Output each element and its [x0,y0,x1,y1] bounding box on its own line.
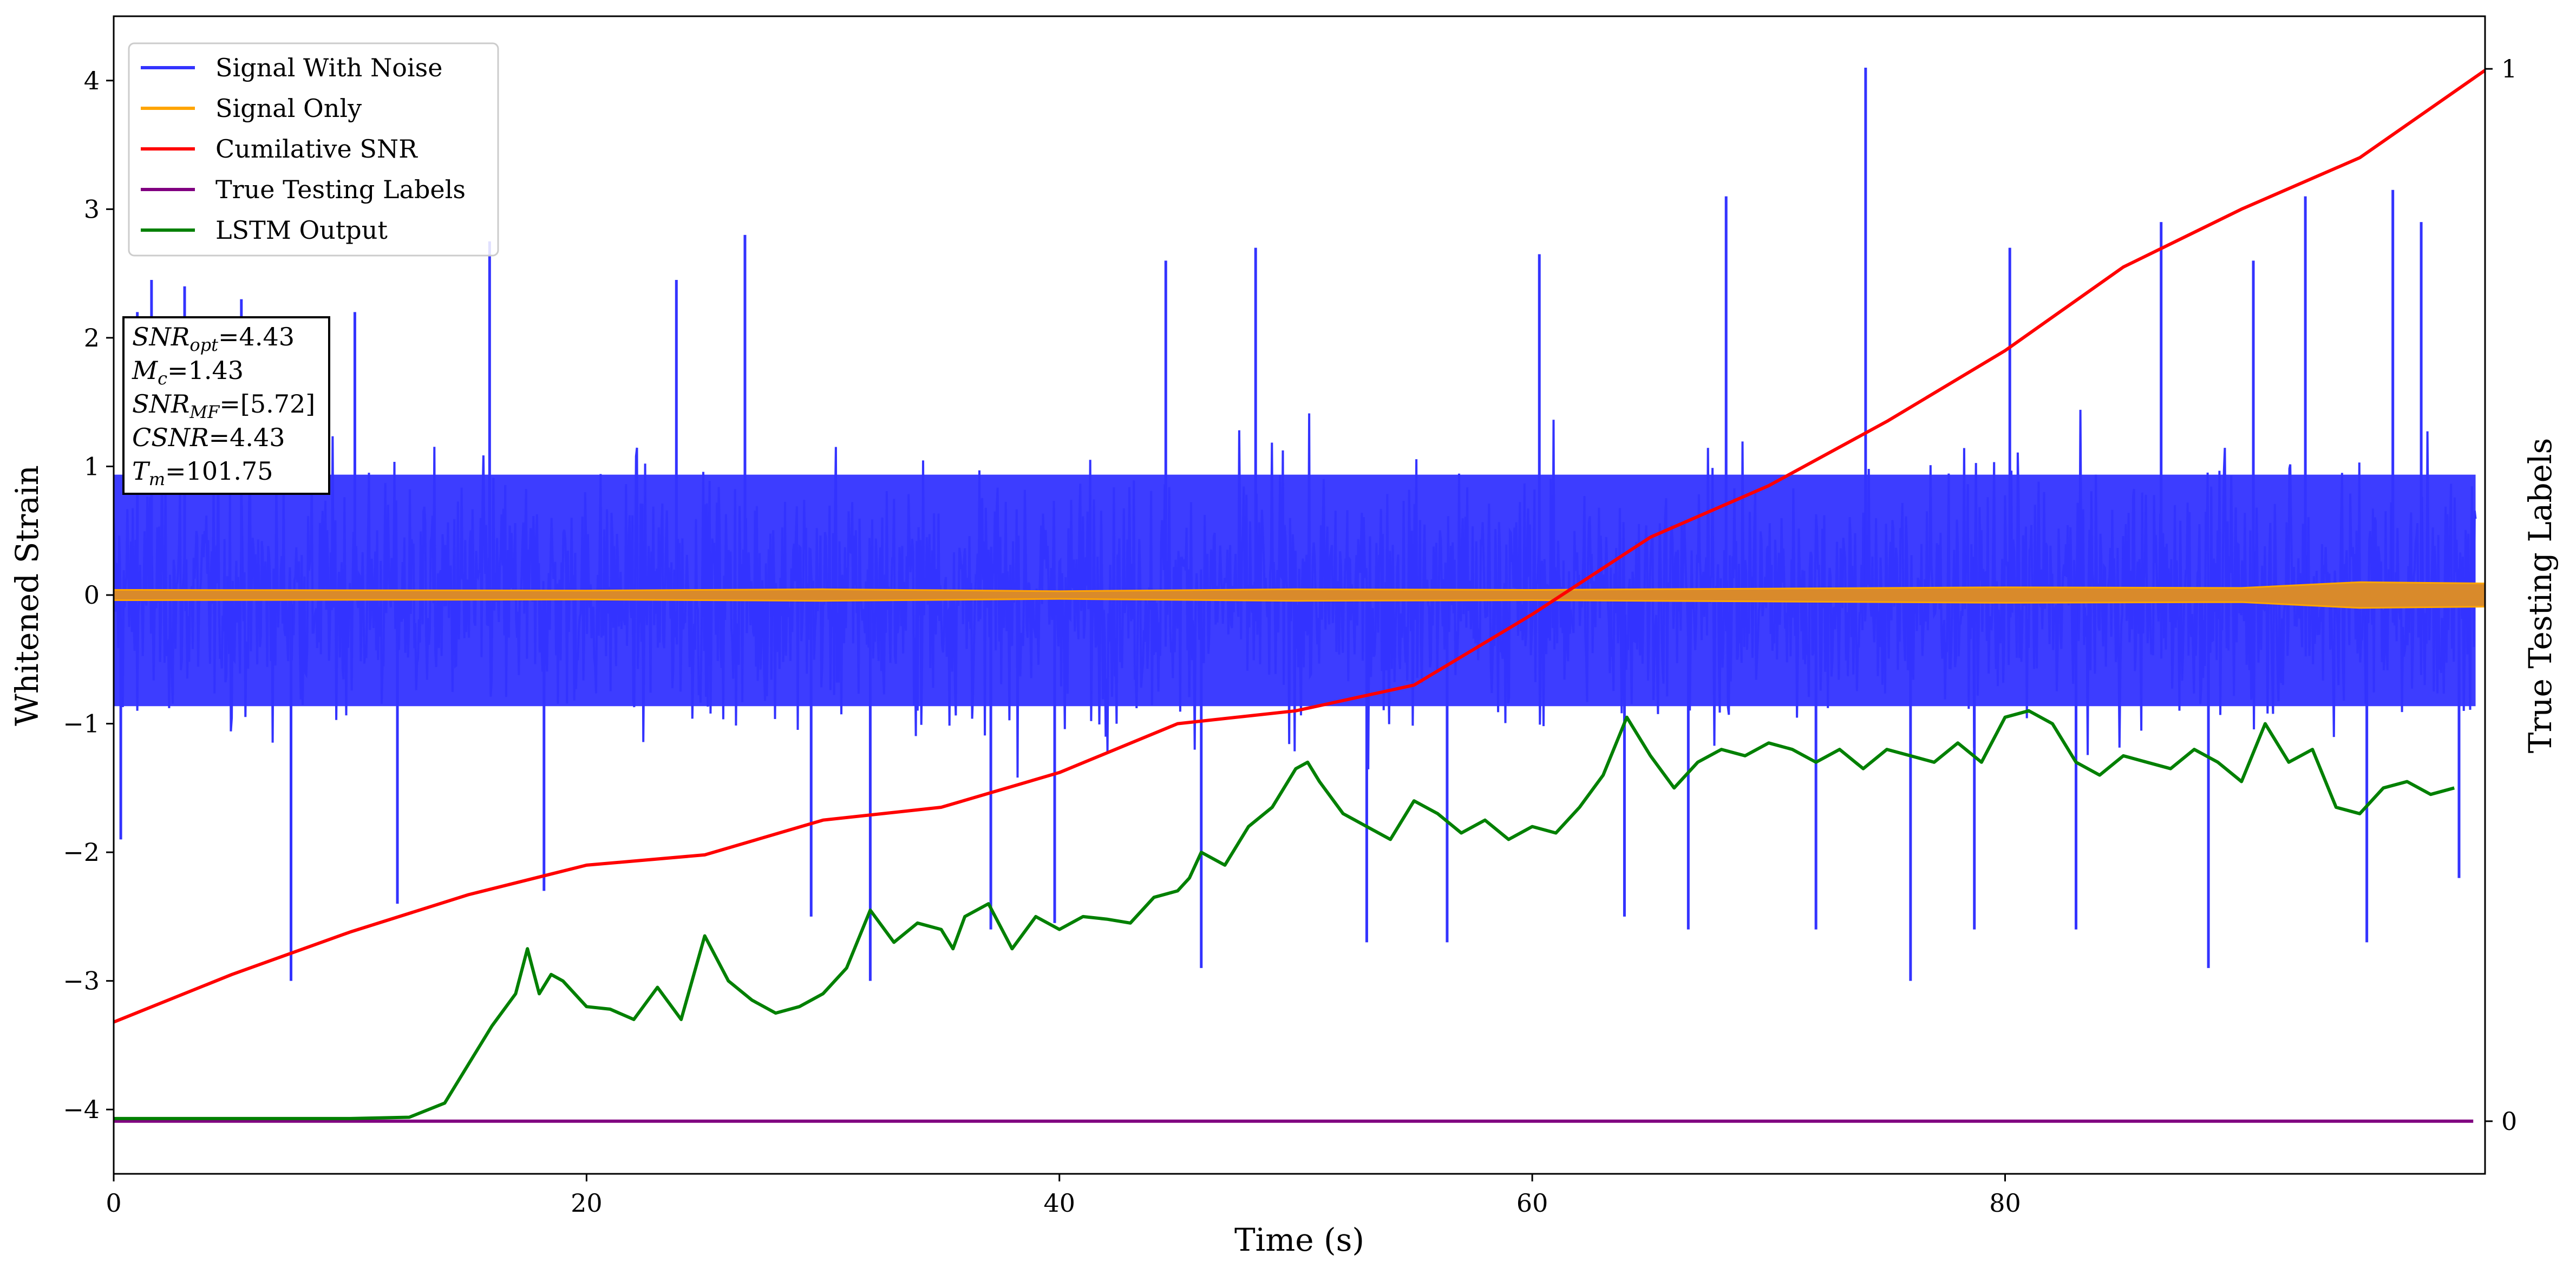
series-signal-only [114,581,2485,609]
y-tick-label: 1 [84,452,100,481]
y-tick-label: 0 [84,580,100,610]
x-tick-label: 20 [571,1188,603,1218]
y-axis-label: Whitened Strain [9,465,45,726]
annotation-line: SNRMF=[5.72] [132,389,315,422]
x-axis: 0 20 40 60 80 [106,1174,2021,1218]
x-tick-label: 60 [1516,1188,1548,1218]
series-signal-only-band [114,581,2485,609]
annotation-subscript: opt [189,335,218,355]
legend: Signal With Noise Signal Only Cumilative S… [128,42,499,257]
y-tick-label: −4 [63,1095,100,1124]
annotation-line: Mc=1.43 [132,356,244,389]
series-signal-with-noise-trace [114,409,2477,778]
legend-box [128,42,499,257]
y-tick-label: 3 [84,194,100,224]
y-axis-left: −4 −3 −2 −1 0 1 2 3 4 [63,66,114,1124]
annotation-value: =4.43 [209,423,285,452]
legend-entry: LSTM Output [215,215,388,245]
annotation-value: =1.43 [167,356,244,385]
annotation-line: Tm=101.75 [132,456,273,489]
series-lstm-output-line [114,709,2455,1120]
annotation-box [122,316,330,495]
legend-entry: True Testing Labels [215,175,466,204]
y-tick-label: −1 [63,709,100,739]
annotation-subscript: MF [189,402,220,422]
annotation-symbol: SNR [132,322,189,351]
series-cumilative-snr-line [114,69,2485,1024]
y-right-tick-label: 1 [2501,54,2517,83]
annotation-value: =101.75 [165,456,273,486]
y-right-tick-label: 0 [2501,1107,2517,1136]
x-tick-label: 0 [106,1188,121,1218]
y-tick-label: 2 [84,323,100,352]
series-lines [114,69,2485,1123]
y-axis-right-label: True Testing Labels [2522,438,2559,753]
plot-area [114,68,2485,1123]
y-tick-label: −2 [63,838,100,867]
legend-entry: Signal Only [215,94,362,123]
x-tick-label: 40 [1043,1188,1075,1218]
annotation-value: =[5.72] [219,389,315,419]
legend-entry: Cumilative SNR [215,134,418,164]
annotation-symbol: SNR [132,389,189,419]
x-tick-label: 80 [1989,1188,2021,1218]
annotation-symbol: CSNR [132,423,209,452]
annotation-subscript: c [158,368,167,389]
y-tick-label: −3 [63,966,100,996]
legend-entry: Signal With Noise [215,53,442,82]
y-axis-right: 01 [2485,54,2517,1136]
annotation-line: CSNR=4.43 [132,423,285,452]
x-axis-label: Time (s) [1234,1221,1364,1258]
annotation-symbol: T [132,456,151,486]
annotation-symbol: M [132,356,159,385]
annotation-subscript: m [149,469,165,489]
y-tick-label: 4 [84,66,100,95]
annotation-line: SNRopt=4.43 [132,322,295,355]
parameter-annotation-box: SNRopt=4.43Mc=1.43SNRMF=[5.72]CSNR=4.43T… [122,316,330,495]
annotation-value: =4.43 [218,322,295,351]
